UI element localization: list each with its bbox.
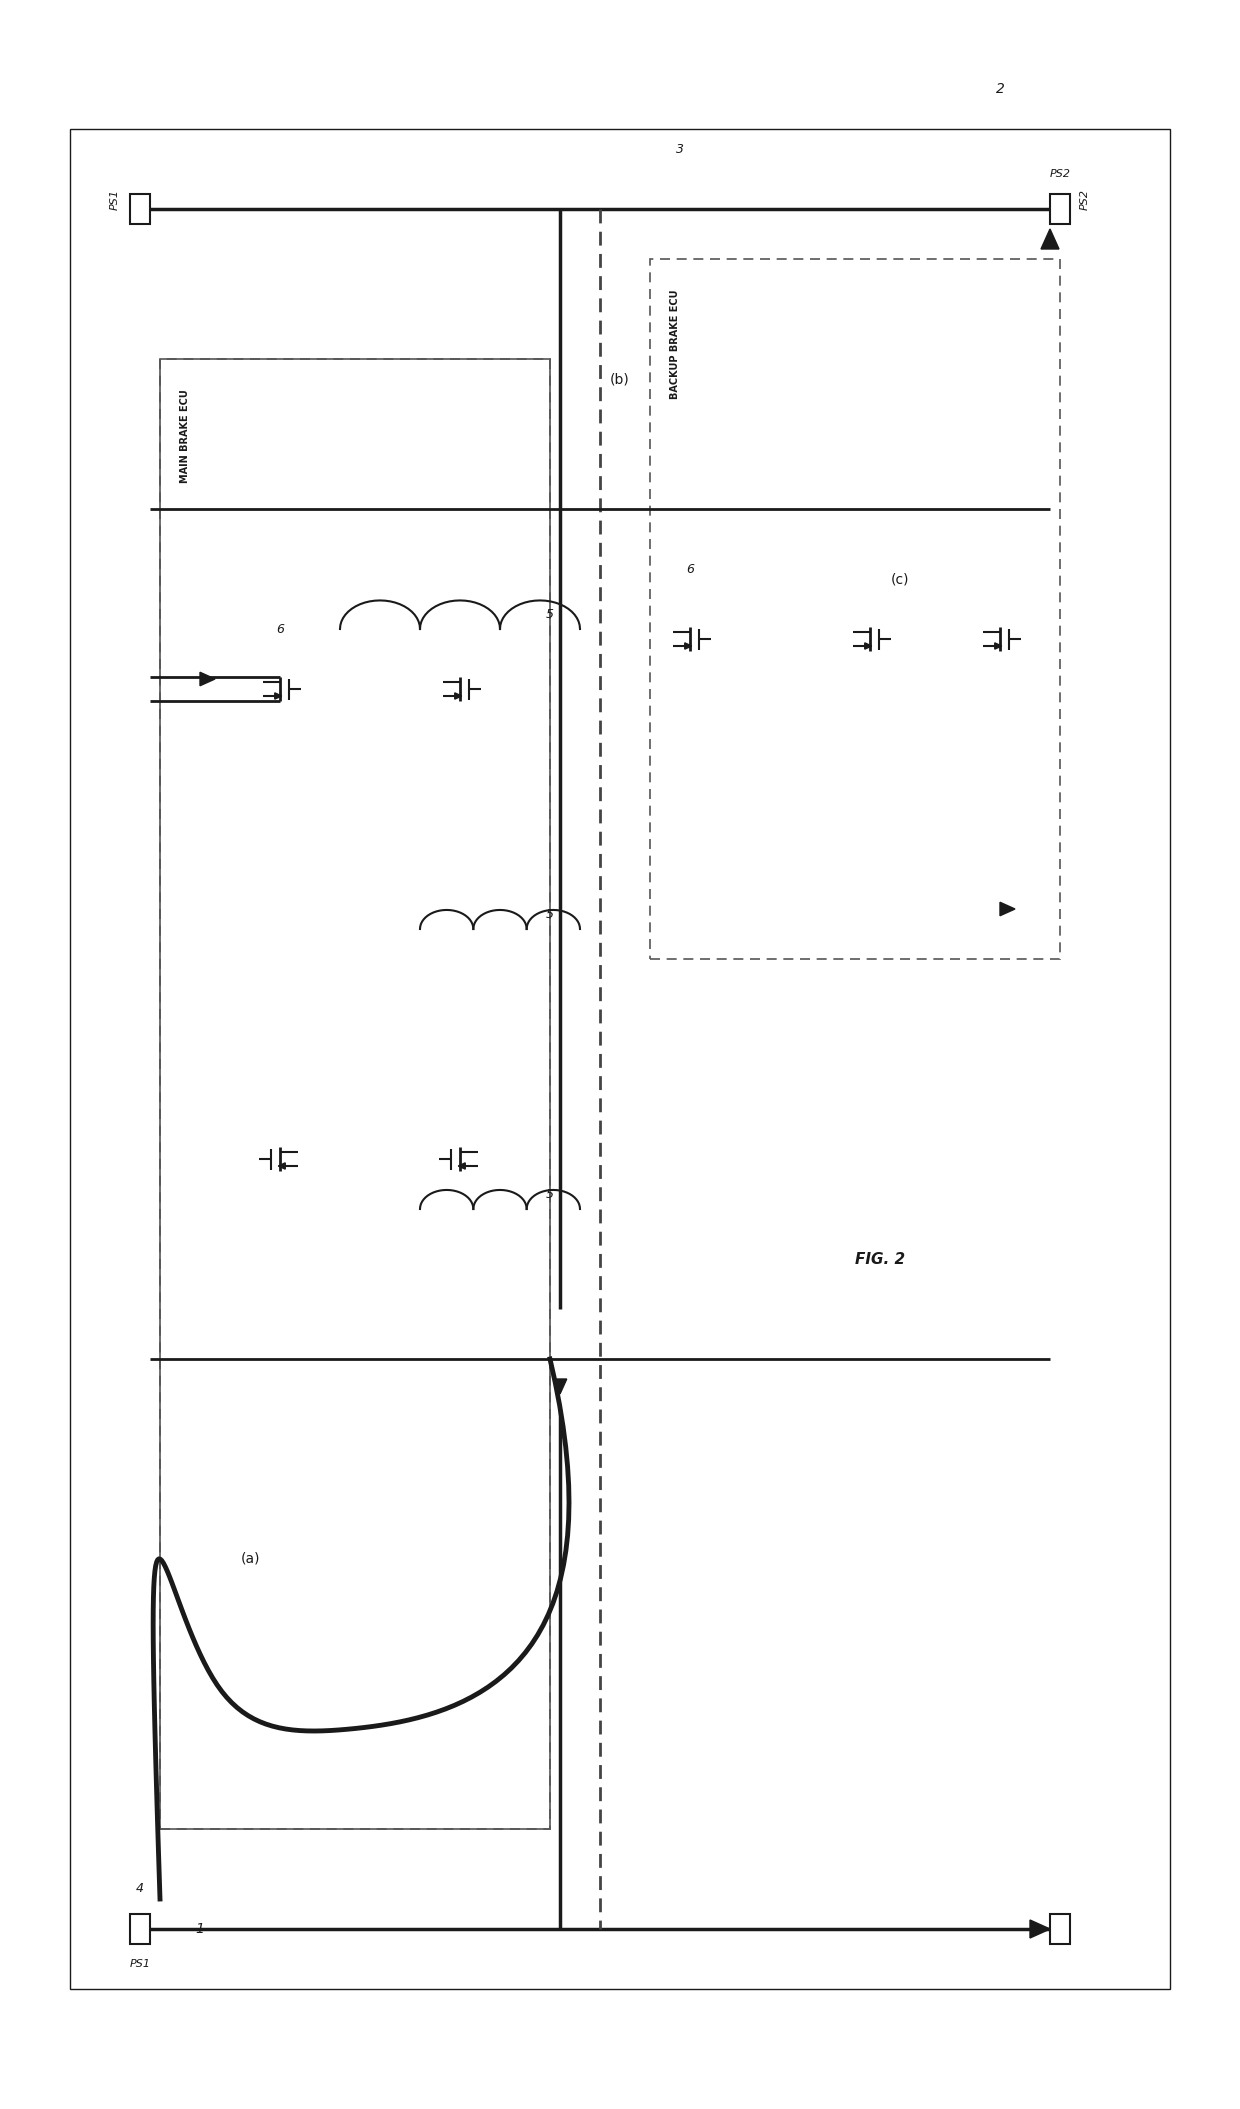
Bar (1050, 194, 1070, 224)
Text: (c): (c) (890, 572, 909, 586)
Polygon shape (1042, 230, 1059, 249)
Text: 5: 5 (546, 907, 554, 920)
Polygon shape (684, 643, 692, 650)
Text: MAIN BRAKE ECU: MAIN BRAKE ECU (180, 388, 190, 483)
Polygon shape (459, 1162, 465, 1168)
Text: FIG. 2: FIG. 2 (854, 1251, 905, 1268)
Polygon shape (994, 643, 1002, 650)
Bar (160, 359, 551, 1829)
Polygon shape (455, 694, 461, 700)
Bar (650, 259, 1060, 960)
Polygon shape (200, 673, 215, 685)
Text: 1: 1 (196, 1921, 205, 1936)
Bar (69, 129, 1171, 1989)
Bar (1050, 1915, 1070, 1944)
Polygon shape (999, 903, 1016, 915)
Text: 6: 6 (277, 622, 284, 635)
Polygon shape (275, 694, 281, 700)
Text: PS1: PS1 (129, 1959, 150, 1970)
Text: 6: 6 (686, 563, 694, 576)
Polygon shape (864, 643, 872, 650)
Polygon shape (278, 1162, 285, 1168)
Text: PS2: PS2 (1080, 188, 1090, 209)
Polygon shape (553, 1379, 567, 1394)
Text: 2: 2 (996, 82, 1004, 97)
Text: 3: 3 (676, 143, 684, 156)
Text: PS2: PS2 (1049, 169, 1070, 179)
Text: 5: 5 (546, 1187, 554, 1200)
Polygon shape (1030, 1919, 1050, 1938)
Text: 4: 4 (136, 1883, 144, 1896)
Text: (b): (b) (610, 371, 630, 386)
Text: 5: 5 (546, 607, 554, 620)
Bar (130, 1915, 150, 1944)
Bar (130, 194, 150, 224)
Text: BACKUP BRAKE ECU: BACKUP BRAKE ECU (670, 289, 680, 399)
Text: (a): (a) (241, 1552, 259, 1567)
Text: PS1: PS1 (110, 188, 120, 209)
Bar (160, 359, 551, 1829)
